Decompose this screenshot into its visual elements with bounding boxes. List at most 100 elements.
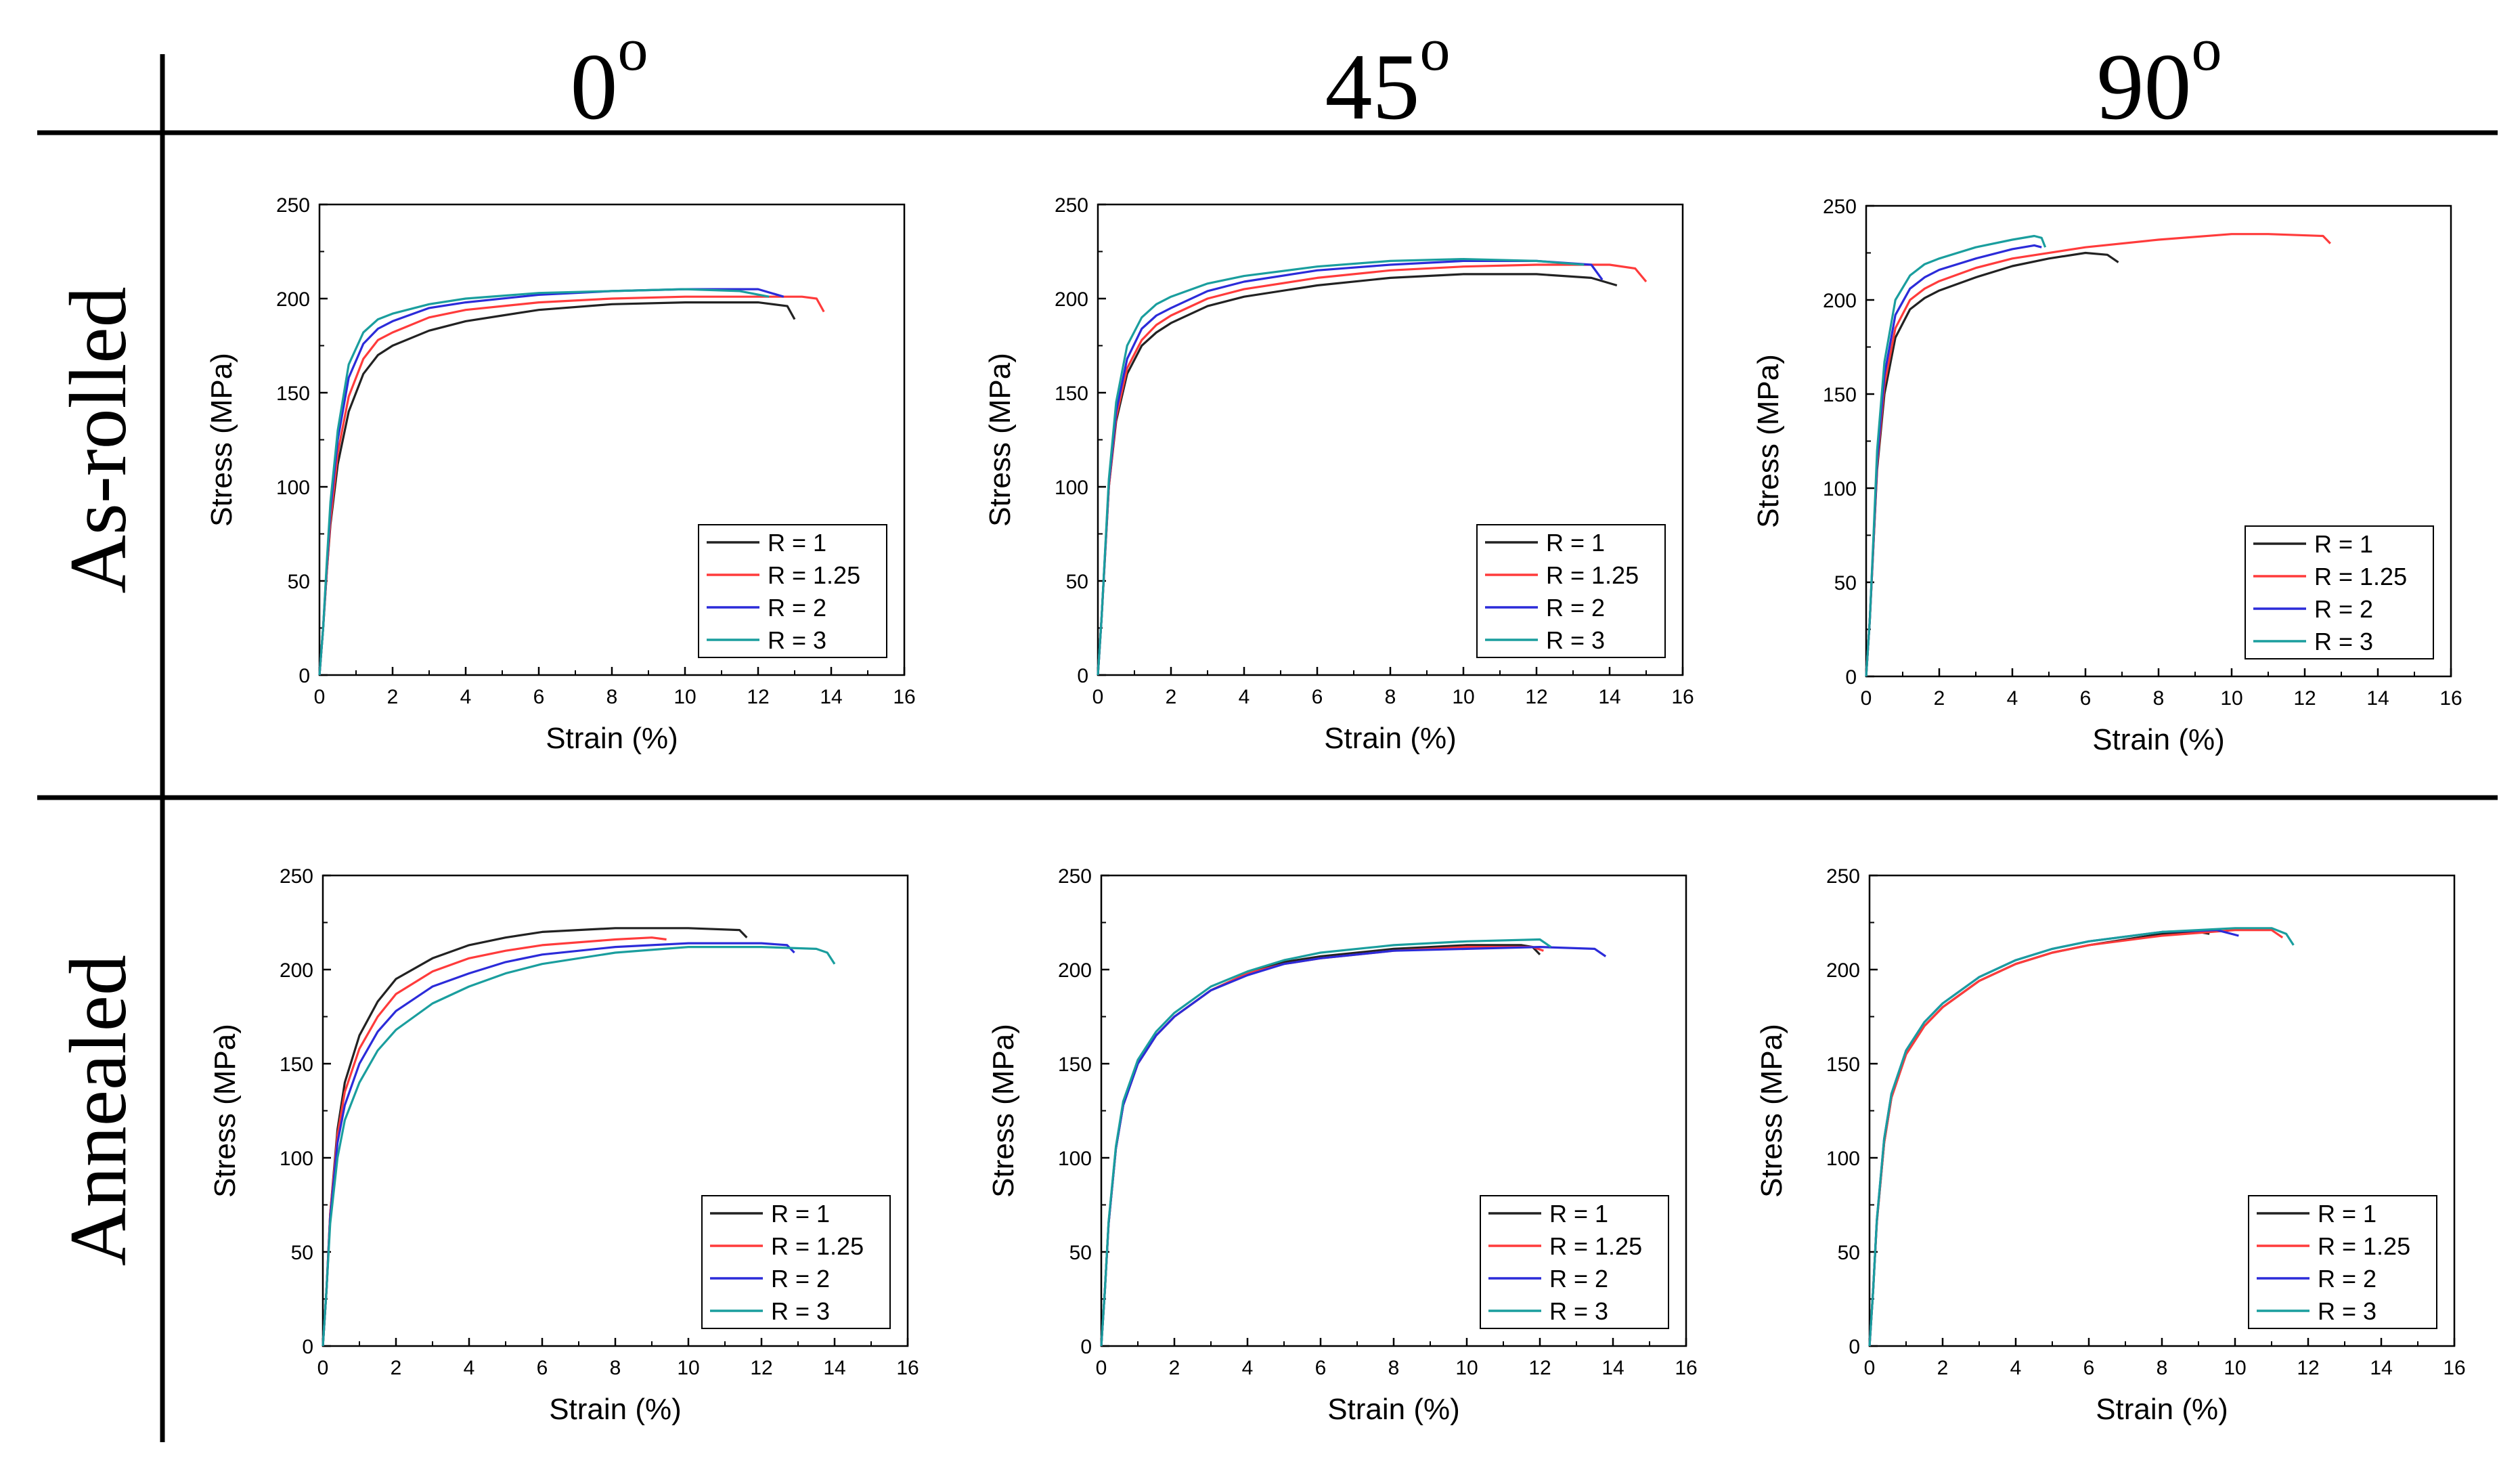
legend-box xyxy=(698,524,887,658)
series-line-3 xyxy=(322,945,836,1347)
x-tick-label: 14 xyxy=(1601,1357,1624,1379)
series-line-0 xyxy=(1100,944,1541,1347)
column-header-45: 45o xyxy=(1325,16,1451,139)
y-tick-label: 50 xyxy=(291,1242,313,1264)
y-tick-label: 200 xyxy=(1055,288,1088,311)
y-tick-label: 50 xyxy=(1834,572,1857,594)
x-tick-label: 2 xyxy=(1169,1357,1180,1379)
chart-1: 0 2 4 6 8 10 12 14 16 0 50 100 150 200 250 Strain (%) St… xyxy=(983,194,1694,755)
x-tick-label: 16 xyxy=(1675,1357,1697,1379)
legend-label-2: R = 2 xyxy=(1549,1265,1608,1293)
series-line-0 xyxy=(1865,251,2119,677)
x-axis-label: Strain (%) xyxy=(1327,1393,1460,1426)
legend-label-3: R = 3 xyxy=(768,626,826,654)
y-tick-label: 200 xyxy=(1058,959,1092,982)
y-tick-label: 200 xyxy=(280,959,313,982)
y-tick-label: 150 xyxy=(276,383,310,405)
y-tick-label: 250 xyxy=(1826,865,1860,888)
x-tick-label: 2 xyxy=(1937,1357,1949,1379)
y-tick-label: 250 xyxy=(1058,865,1092,888)
legend-label-0: R = 1 xyxy=(771,1200,830,1228)
y-tick-label: 100 xyxy=(1826,1148,1860,1170)
x-tick-label: 8 xyxy=(610,1357,621,1379)
x-tick-label: 2 xyxy=(1166,686,1177,708)
y-tick-label: 250 xyxy=(276,194,310,217)
legend-box xyxy=(1480,1195,1669,1329)
legend-label-1: R = 1.25 xyxy=(1549,1232,1642,1260)
y-tick-label: 100 xyxy=(280,1148,313,1170)
chart-2: 0 2 4 6 8 10 12 14 16 0 50 100 150 200 250 Strain (%) St… xyxy=(1752,196,2462,756)
row-header-as-rolled: As-rolled xyxy=(53,286,143,593)
x-tick-label: 2 xyxy=(1934,687,1945,710)
x-tick-label: 2 xyxy=(387,686,399,708)
x-tick-label: 12 xyxy=(2297,1357,2319,1379)
chart-0: 0 2 4 6 8 10 12 14 16 0 50 100 150 200 250 Strain (%) St… xyxy=(205,194,916,755)
x-tick-label: 6 xyxy=(1312,686,1323,708)
legend-label-2: R = 2 xyxy=(1546,594,1605,622)
chart-5: 0 2 4 6 8 10 12 14 16 0 50 100 150 200 250 Strain (%) St… xyxy=(1755,865,2466,1426)
y-tick-label: 250 xyxy=(1055,194,1088,217)
x-tick-label: 0 xyxy=(1864,1357,1876,1379)
x-tick-label: 10 xyxy=(677,1357,699,1379)
x-tick-label: 10 xyxy=(2224,1357,2246,1379)
y-tick-label: 250 xyxy=(1823,196,1857,218)
legend-label-2: R = 2 xyxy=(2314,595,2373,623)
legend-label-0: R = 1 xyxy=(768,529,826,557)
series-line-3 xyxy=(318,288,770,676)
y-tick-label: 150 xyxy=(1823,384,1857,406)
y-tick-label: 250 xyxy=(280,865,313,888)
x-tick-label: 4 xyxy=(1242,1357,1254,1379)
x-tick-label: 0 xyxy=(1861,687,1872,710)
legend-label-0: R = 1 xyxy=(1546,529,1605,557)
series-line-3 xyxy=(1868,927,2295,1347)
x-tick-label: 6 xyxy=(1315,1357,1327,1379)
y-axis-label: Stress (MPa) xyxy=(1755,1024,1788,1198)
x-axis-label: Strain (%) xyxy=(546,722,678,755)
x-tick-label: 6 xyxy=(533,686,545,708)
series-line-3 xyxy=(1865,234,2047,677)
x-tick-label: 16 xyxy=(1671,686,1694,708)
y-tick-label: 100 xyxy=(1823,478,1857,500)
y-tick-label: 150 xyxy=(1055,383,1088,405)
x-tick-label: 8 xyxy=(1385,686,1396,708)
column-header-90-label: 90 xyxy=(2097,35,2192,139)
x-tick-label: 6 xyxy=(2083,1357,2095,1379)
legend-box xyxy=(1476,524,1666,658)
legend-label-2: R = 2 xyxy=(768,594,826,622)
x-tick-label: 16 xyxy=(2439,687,2462,710)
y-tick-label: 100 xyxy=(1055,477,1088,499)
series-line-1 xyxy=(1100,945,1544,1347)
y-tick-label: 0 xyxy=(302,1336,313,1358)
y-tick-label: 200 xyxy=(1823,290,1857,312)
x-tick-label: 12 xyxy=(1525,686,1547,708)
series-line-2 xyxy=(322,942,795,1347)
y-tick-label: 0 xyxy=(1077,665,1088,687)
y-axis-label: Stress (MPa) xyxy=(983,353,1017,527)
column-header-0: 0o xyxy=(571,16,648,139)
x-tick-label: 12 xyxy=(1528,1357,1551,1379)
legend-label-0: R = 1 xyxy=(2318,1200,2377,1228)
x-axis-label: Strain (%) xyxy=(2092,723,2225,756)
legend-label-2: R = 2 xyxy=(2318,1265,2377,1293)
x-tick-label: 16 xyxy=(896,1357,919,1379)
column-header-45-degree: o xyxy=(1420,16,1451,83)
x-tick-label: 14 xyxy=(820,686,842,708)
y-tick-label: 150 xyxy=(280,1054,313,1076)
legend-label-2: R = 2 xyxy=(771,1265,830,1293)
x-tick-label: 8 xyxy=(606,686,618,708)
column-header-0-label: 0 xyxy=(571,35,618,139)
legend-label-1: R = 1.25 xyxy=(2318,1232,2410,1260)
x-tick-label: 4 xyxy=(2010,1357,2022,1379)
x-tick-label: 4 xyxy=(464,1357,475,1379)
series-line-0 xyxy=(322,927,748,1347)
column-header-0-degree: o xyxy=(618,16,648,83)
x-tick-label: 12 xyxy=(2293,687,2316,710)
x-tick-label: 6 xyxy=(2080,687,2092,710)
x-tick-label: 4 xyxy=(460,686,472,708)
x-axis-label: Strain (%) xyxy=(2096,1393,2228,1426)
legend-label-0: R = 1 xyxy=(2314,530,2373,558)
x-tick-label: 8 xyxy=(2153,687,2165,710)
legend-label-3: R = 3 xyxy=(771,1297,830,1325)
x-axis-label: Strain (%) xyxy=(1324,722,1457,755)
